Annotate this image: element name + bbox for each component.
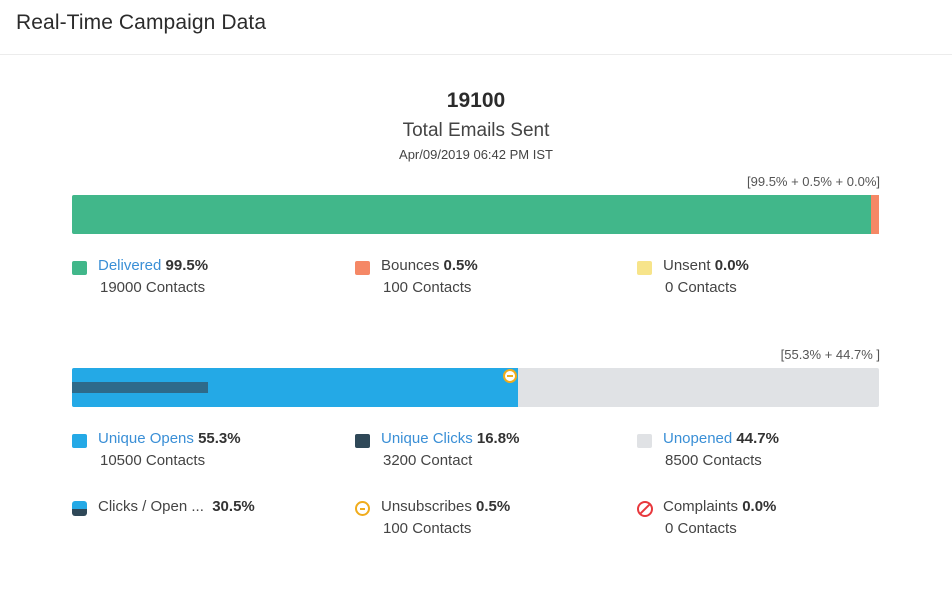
delivered-link[interactable]: Delivered xyxy=(98,257,162,274)
engagement-bar-caption: [55.3% + 44.7% ] xyxy=(780,347,880,362)
unsubscribe-marker-icon[interactable] xyxy=(503,369,518,383)
bounces-label: Bounces xyxy=(381,257,440,274)
unopened-link[interactable]: Unopened xyxy=(663,430,733,447)
unique-clicks-segment[interactable] xyxy=(72,382,208,393)
panel-title: Real-Time Campaign Data xyxy=(16,11,267,34)
complaints-count: 0 Contacts xyxy=(665,520,737,537)
unique-clicks-swatch xyxy=(355,434,370,448)
unsubscribes-pct: 0.5% xyxy=(476,498,511,515)
split-square-icon xyxy=(72,501,87,516)
unopened-count: 8500 Contacts xyxy=(665,452,762,469)
complaints-pct: 0.0% xyxy=(742,498,777,515)
unique-opens-link[interactable]: Unique Opens xyxy=(98,430,194,447)
unopened-pct: 44.7% xyxy=(736,430,779,447)
bounces-swatch xyxy=(355,261,370,275)
unique-opens-count: 10500 Contacts xyxy=(100,452,206,469)
report-timestamp: Apr/09/2019 06:42 PM IST xyxy=(399,147,553,162)
unsent-count: 0 Contacts xyxy=(665,279,737,296)
unique-clicks-pct: 16.8% xyxy=(476,430,520,447)
delivery-bar-caption: [99.5% + 0.5% + 0.0%] xyxy=(747,174,880,189)
prohibited-icon xyxy=(637,501,653,517)
clicks-open-pct: 30.5% xyxy=(212,498,255,515)
total-emails-label: Total Emails Sent xyxy=(402,120,550,141)
bounce-segment[interactable] xyxy=(871,195,879,234)
delivered-count: 19000 Contacts xyxy=(100,279,206,296)
unsubscribes-label: Unsubscribes xyxy=(381,498,472,515)
unique-clicks-count: 3200 Contact xyxy=(383,452,473,469)
delivered-segment[interactable] xyxy=(72,195,871,234)
minus-circle-icon xyxy=(355,501,370,516)
panel-header: Real-Time Campaign Data xyxy=(0,0,952,55)
unsent-swatch xyxy=(637,261,652,275)
engagement-bar xyxy=(72,368,879,407)
unique-opens-pct: 55.3% xyxy=(198,430,241,447)
unopened-swatch xyxy=(637,434,652,448)
unique-clicks-link[interactable]: Unique Clicks xyxy=(381,430,473,447)
unsent-pct: 0.0% xyxy=(714,257,749,274)
unsent-label: Unsent xyxy=(663,257,711,274)
complaints-label: Complaints xyxy=(663,498,739,515)
delivered-pct: 99.5% xyxy=(165,257,209,274)
delivered-swatch xyxy=(72,261,87,275)
bounces-count: 100 Contacts xyxy=(383,279,472,296)
bounces-pct: 0.5% xyxy=(443,257,478,274)
unsubscribes-count: 100 Contacts xyxy=(383,520,472,537)
unique-opens-swatch xyxy=(72,434,87,448)
clicks-open-label: Clicks / Open ... xyxy=(98,498,204,515)
total-emails-value: 19100 xyxy=(446,89,506,112)
delivery-bar xyxy=(72,195,879,234)
